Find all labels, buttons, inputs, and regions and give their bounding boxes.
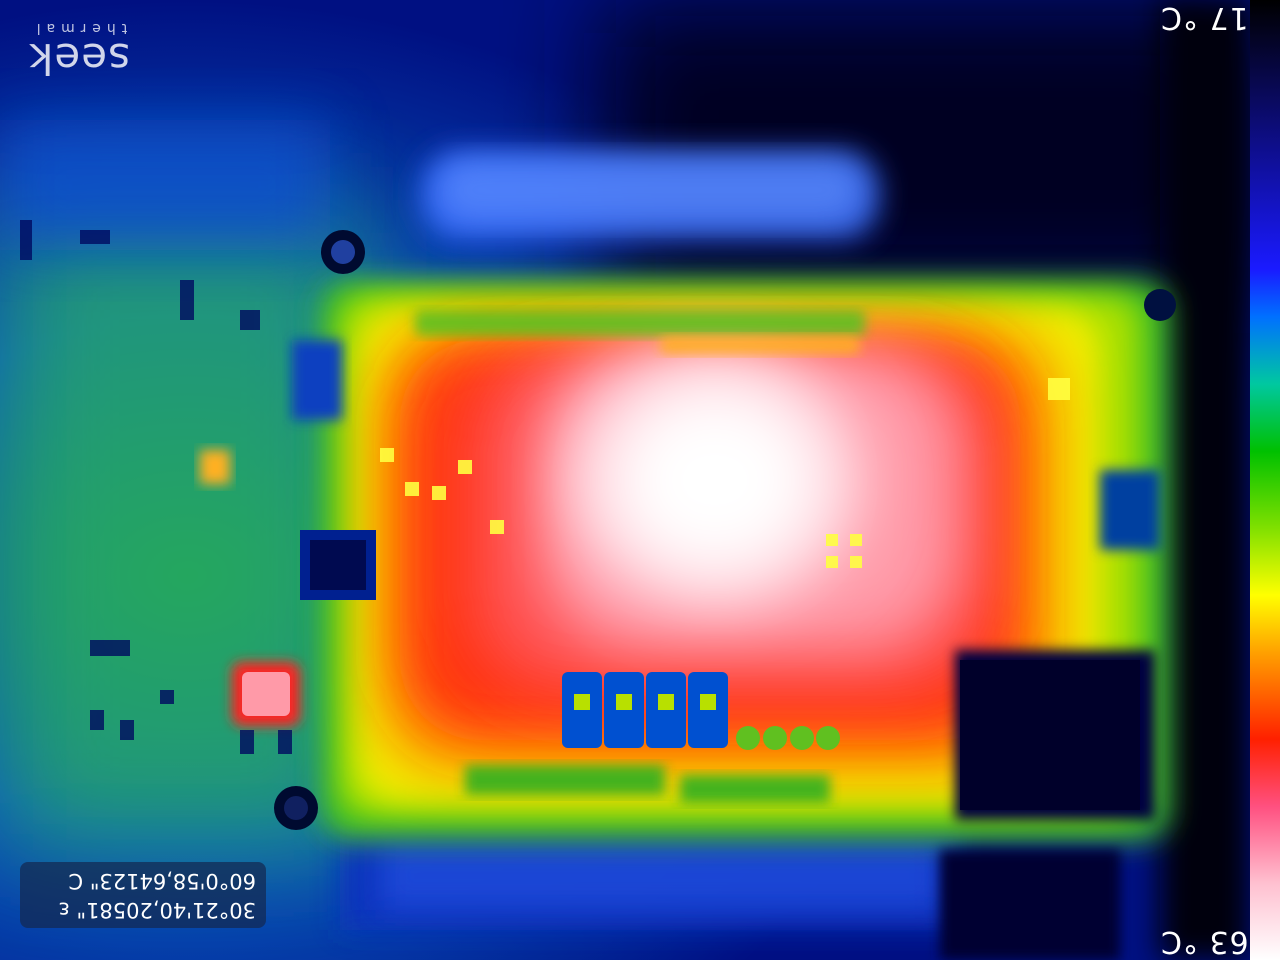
logo-subtext: thermal [30,20,128,36]
temperature-min-label: 17 °C [1160,0,1249,35]
gps-longitude: 60°0'58,64123" C [68,869,256,893]
thermal-image [0,0,1250,960]
temperature-max-label: 63 °C [1160,924,1249,959]
gps-latitude: 30°21'40,20581" ε [58,898,256,922]
color-palette-scale [1250,0,1280,960]
gps-coordinates-box: 30°21'40,20581" ε 60°0'58,64123" C [20,862,266,928]
logo-word: seek [28,34,130,83]
seek-thermal-logo: seek thermal [14,16,144,83]
